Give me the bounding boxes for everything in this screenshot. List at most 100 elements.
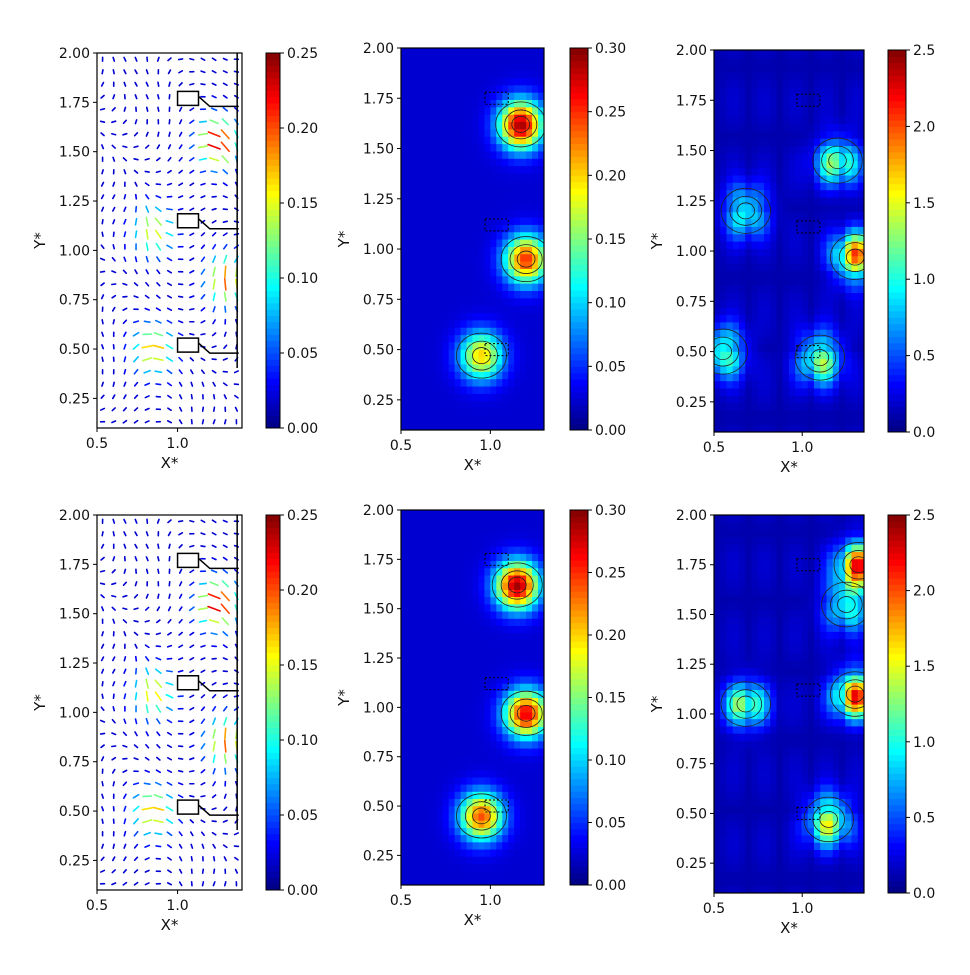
heat-cell	[826, 402, 834, 411]
velocity-arrow	[233, 370, 239, 374]
heat-cell	[418, 683, 426, 691]
heat-cell	[401, 143, 408, 152]
velocity-arrow	[213, 856, 216, 862]
heat-cell	[857, 402, 864, 411]
heat-cell	[436, 283, 444, 292]
heat-cell	[430, 668, 438, 677]
heat-cell	[514, 180, 521, 189]
colorbar-swatch	[266, 65, 280, 73]
heat-cell	[526, 172, 533, 181]
heat-cell	[466, 172, 474, 181]
heat-cell	[807, 343, 815, 352]
colorbar-swatch	[888, 196, 906, 204]
heat-cell	[508, 726, 515, 735]
heat-cell	[857, 314, 864, 323]
heat-cell	[478, 385, 486, 394]
heat-cell	[502, 848, 509, 857]
heat-cell	[472, 341, 480, 350]
heat-cell	[448, 517, 456, 526]
heat-cell	[496, 415, 503, 424]
heat-cell	[418, 371, 426, 380]
heat-cell	[418, 827, 426, 836]
heat-cell	[460, 150, 468, 159]
heat-cell	[448, 841, 456, 850]
velocity-arrow	[156, 518, 160, 524]
heat-cell	[472, 661, 480, 670]
velocity-arrow	[111, 668, 116, 674]
heat-cell	[484, 610, 491, 619]
heat-cell	[538, 55, 544, 64]
heat-cell	[820, 116, 828, 125]
heat-cell	[795, 373, 803, 382]
heat-cell	[424, 517, 432, 526]
heat-cell	[520, 415, 527, 424]
heat-cell	[526, 704, 533, 713]
heat-cell	[418, 143, 426, 152]
heat-cell	[751, 409, 759, 418]
heat-cell	[851, 292, 859, 301]
heat-cell	[764, 402, 771, 411]
heat-cell	[460, 567, 468, 576]
velocity-arrow	[123, 856, 127, 862]
heat-cell	[496, 231, 503, 240]
velocity-arrow	[211, 669, 217, 673]
heat-cell	[430, 55, 438, 64]
heat-cell	[460, 136, 468, 145]
heat-cell	[502, 341, 509, 350]
heat-cell	[839, 299, 846, 308]
contour-line	[509, 698, 543, 728]
heat-cell	[714, 248, 721, 257]
heat-cell	[478, 297, 486, 306]
colorbar-swatch	[266, 615, 280, 622]
heat-cell	[478, 172, 486, 181]
heat-cell	[514, 275, 521, 284]
heat-cell	[532, 567, 539, 576]
heat-cell	[454, 791, 462, 800]
heat-cell	[430, 719, 438, 727]
heat-cell	[814, 358, 821, 367]
heat-cell	[520, 675, 527, 684]
heat-cell	[520, 150, 527, 159]
heat-cell	[436, 683, 444, 691]
heat-cell	[532, 407, 539, 416]
heat-cell	[520, 733, 527, 742]
heat-cell	[789, 211, 796, 220]
heat-cell	[472, 275, 480, 284]
colorbar-swatch	[266, 740, 280, 747]
velocity-arrow	[145, 593, 149, 599]
heat-cell	[418, 538, 426, 547]
velocity-arrow	[122, 157, 128, 162]
heat-cell	[466, 870, 474, 879]
colorbar-swatch	[570, 213, 588, 221]
heat-cell	[442, 524, 450, 533]
heat-cell	[466, 697, 474, 706]
heat-cell	[424, 334, 432, 343]
colorbar-swatch	[266, 215, 280, 223]
heat-cell	[832, 204, 840, 213]
heat-cell	[460, 290, 468, 299]
heat-cell	[401, 740, 408, 749]
heat-cell	[472, 531, 480, 540]
heat-cell	[714, 218, 721, 227]
heat-cell	[732, 299, 740, 308]
heat-cell	[424, 422, 432, 430]
heat-cell	[424, 106, 432, 115]
heat-cell	[532, 546, 539, 554]
heat-cell	[514, 143, 521, 152]
heat-cell	[739, 64, 746, 73]
heat-cell	[412, 180, 420, 189]
heat-cell	[845, 167, 853, 176]
heat-cell	[430, 848, 438, 857]
heat-cell	[526, 574, 533, 583]
heat-cell	[496, 224, 503, 233]
colorbar-swatch	[266, 527, 280, 535]
heat-cell	[739, 182, 746, 191]
heat-cell	[839, 196, 846, 205]
heat-cell	[526, 70, 533, 78]
heat-cell	[484, 791, 491, 800]
heat-cell	[520, 654, 527, 663]
heat-cell	[412, 560, 420, 569]
heat-cell	[466, 812, 474, 821]
heat-cell	[782, 241, 790, 249]
heat-cell	[478, 755, 486, 764]
